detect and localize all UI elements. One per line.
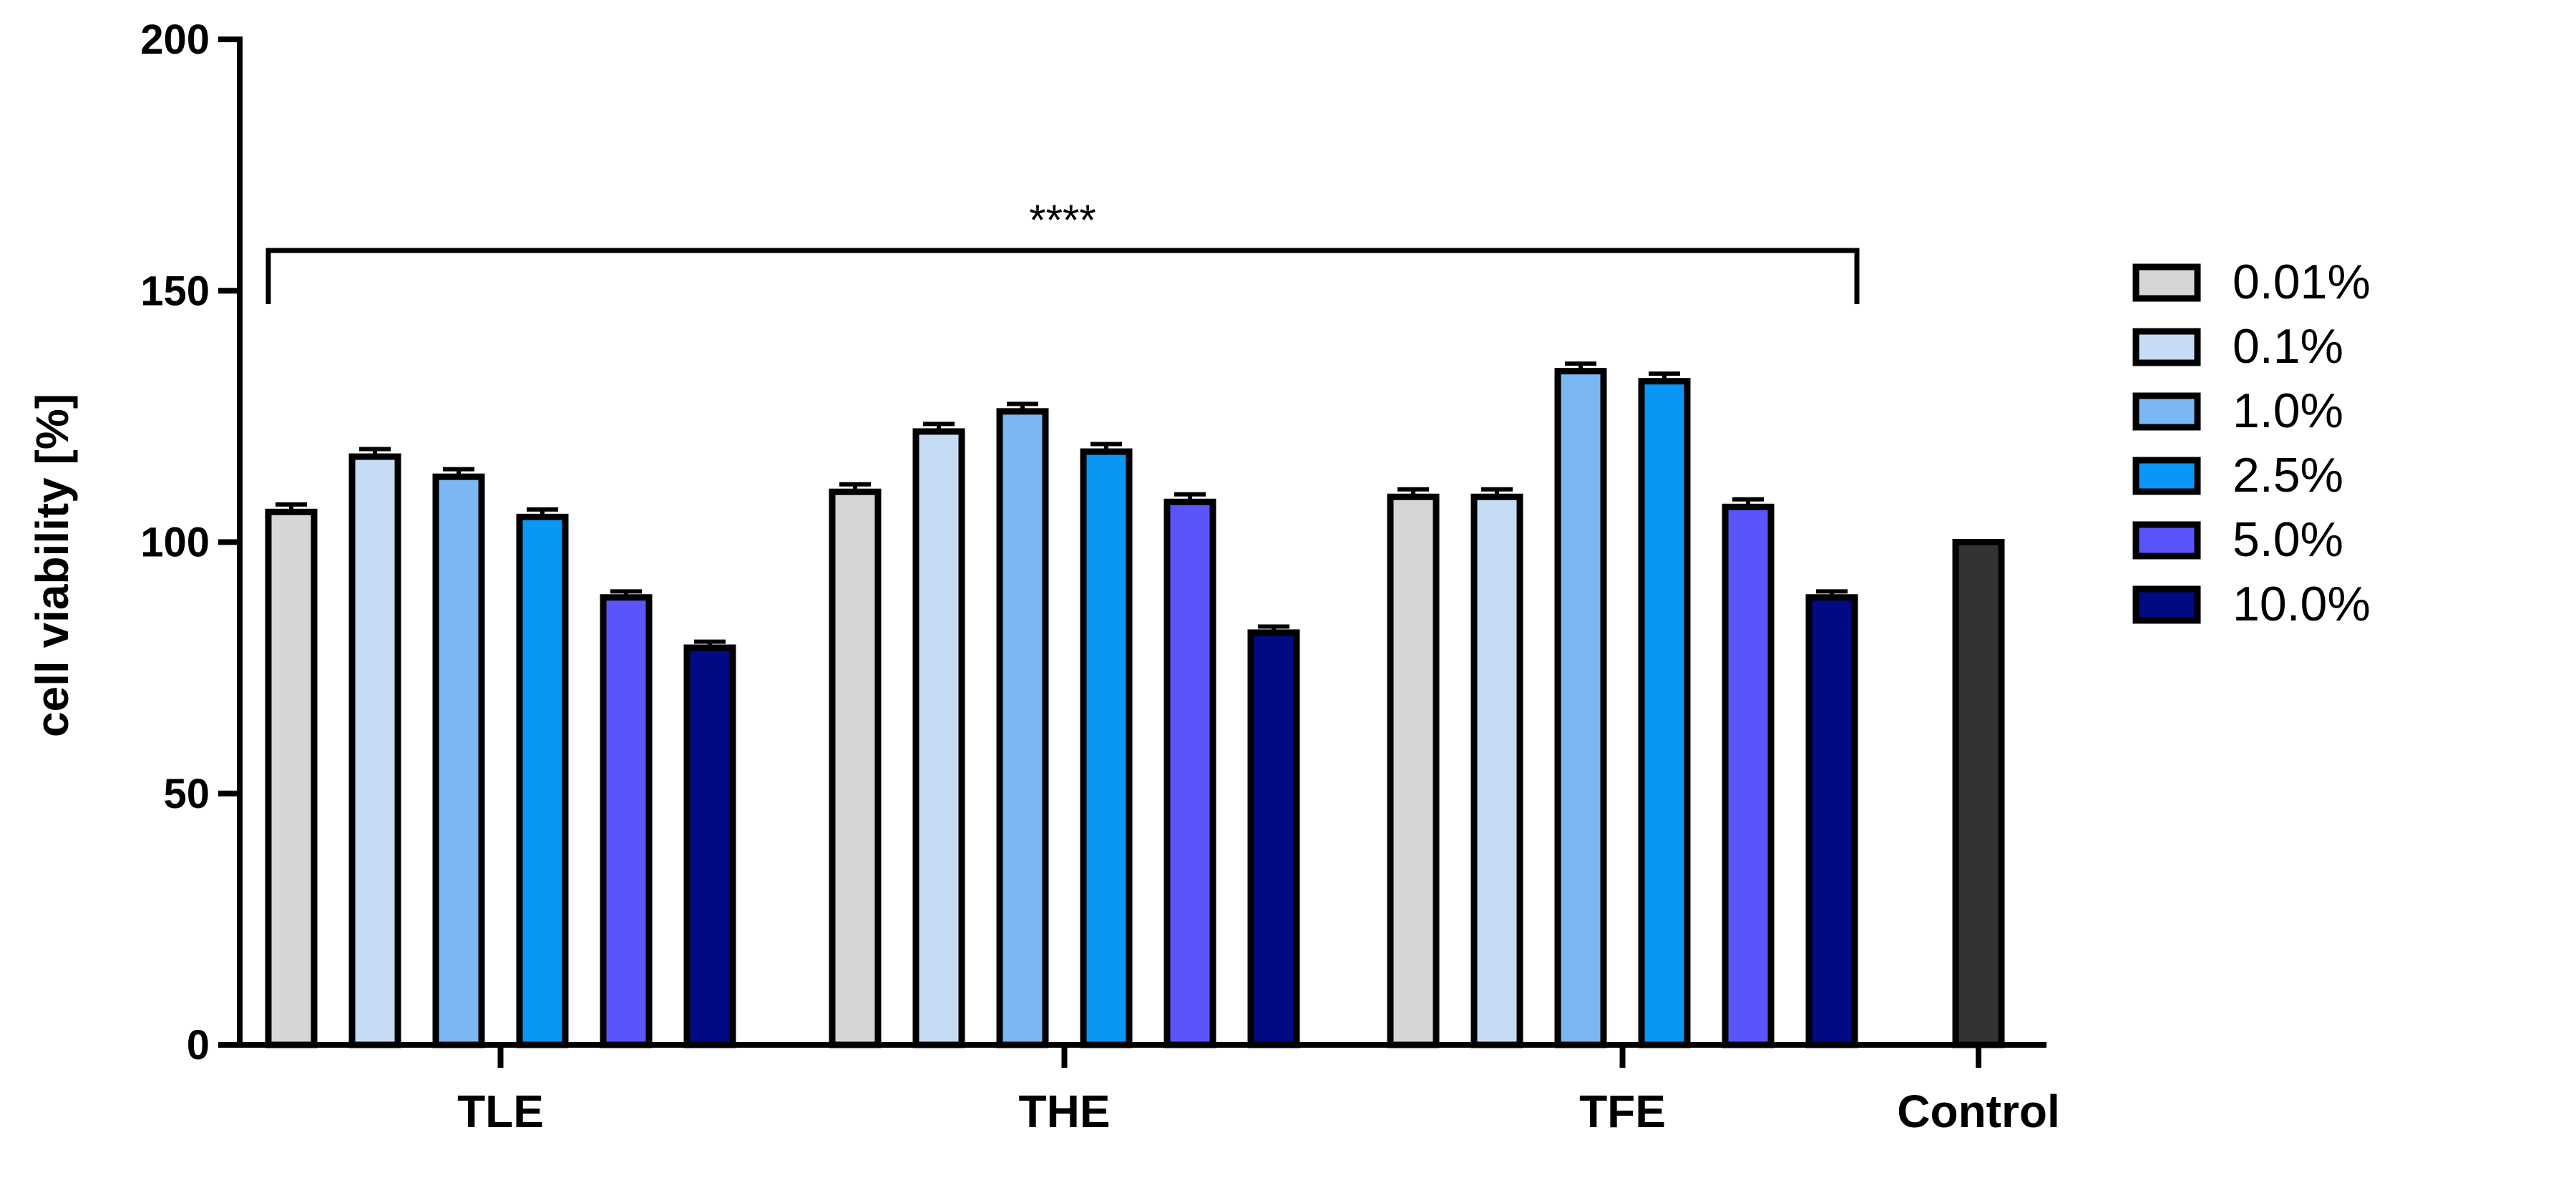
bar-the-0-01pct — [829, 488, 882, 1048]
x-category-label-tfe: TFE — [1579, 1086, 1666, 1137]
significance-bracket — [265, 248, 1860, 305]
bar-control — [1952, 539, 2005, 1048]
bar-tfe-0-1pct — [1470, 493, 1523, 1048]
bar-tle-1-0pct — [432, 473, 485, 1048]
legend-swatch — [2132, 392, 2201, 431]
bar-tfe-0-01pct — [1387, 493, 1440, 1048]
y-axis-label: cell viability [%] — [26, 394, 78, 737]
bar-tle-0-1pct — [348, 453, 401, 1048]
y-tick-label: 150 — [140, 268, 210, 314]
bar-tle-10-0pct — [683, 644, 736, 1048]
y-tick-label: 0 — [187, 1022, 210, 1068]
y-tick-label: 50 — [163, 771, 210, 817]
legend-label: 1.0% — [2233, 384, 2343, 438]
legend-label: 0.1% — [2233, 319, 2343, 374]
y-tick-label: 200 — [140, 16, 210, 63]
bar-tle-5-0pct — [600, 594, 653, 1048]
bar-the-0-1pct — [912, 428, 965, 1048]
bar-tle-2-5pct — [516, 513, 569, 1048]
bar-the-10-0pct — [1247, 629, 1300, 1048]
bar-tfe-10-0pct — [1805, 594, 1858, 1048]
x-category-label-control: Control — [1897, 1086, 2060, 1137]
legend-swatch — [2132, 263, 2201, 302]
legend-label: 5.0% — [2233, 512, 2343, 567]
bar-the-1-0pct — [996, 408, 1049, 1048]
legend-swatch — [2132, 457, 2201, 495]
bar-the-2-5pct — [1080, 448, 1133, 1048]
legend-swatch — [2132, 585, 2201, 624]
x-axis: TLE THE TFE Control — [237, 1042, 2060, 1137]
legend-label: 0.01% — [2233, 255, 2371, 309]
y-axis: 0 50 100 150 200 — [140, 16, 243, 1068]
legend-label: 10.0% — [2233, 577, 2371, 631]
x-category-label-tle: TLE — [457, 1086, 544, 1137]
bar-tfe-5-0pct — [1722, 503, 1775, 1048]
y-tick-label: 100 — [140, 520, 210, 566]
significance-stars: **** — [1029, 196, 1096, 244]
legend-label: 2.5% — [2233, 448, 2343, 502]
x-category-label-the: THE — [1019, 1086, 1111, 1137]
bars — [265, 361, 2005, 1048]
significance-annotation: **** — [265, 196, 1860, 305]
bar-tfe-2-5pct — [1638, 378, 1691, 1048]
legend-swatch — [2132, 521, 2201, 560]
bar-the-5-0pct — [1163, 498, 1216, 1048]
bar-tfe-1-0pct — [1554, 368, 1607, 1048]
legend-swatch — [2132, 328, 2201, 366]
bar-tle-0-01pct — [265, 508, 318, 1048]
legend: 0.01% 0.1% 1.0% 2.5% 5.0% 10.0% — [2132, 255, 2371, 631]
